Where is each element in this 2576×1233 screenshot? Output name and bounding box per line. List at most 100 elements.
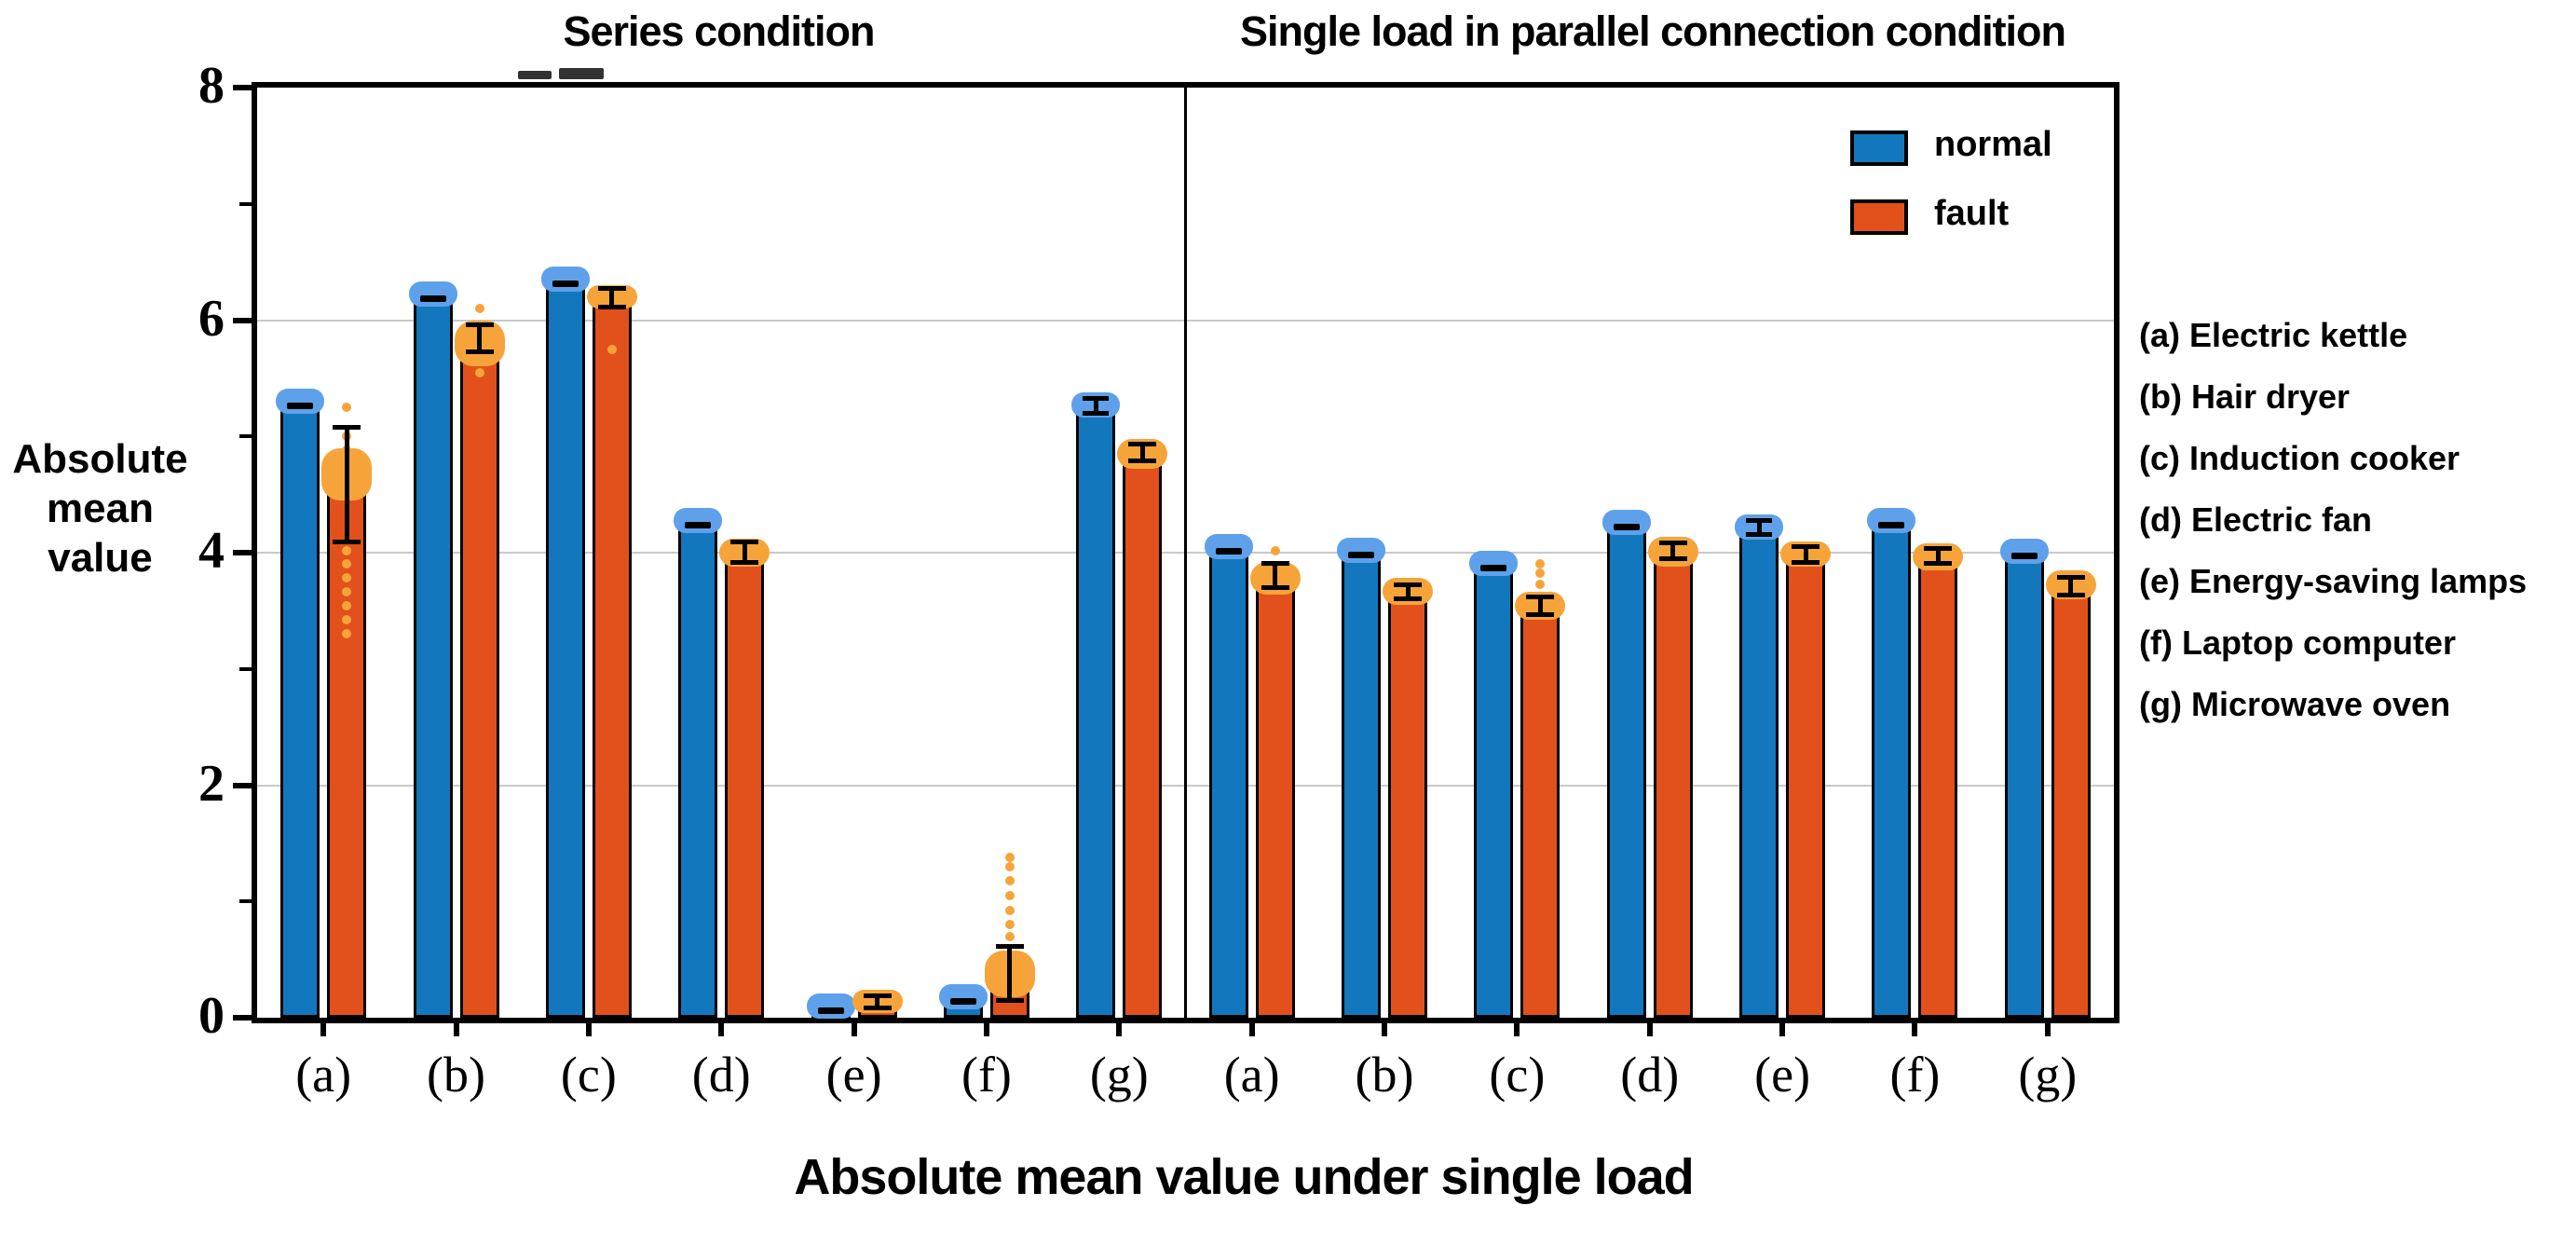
errorbar-cap [730, 559, 759, 565]
errorbar-normal-0-(d) [685, 522, 712, 529]
errorbar-fault-1-(e) [1803, 545, 1808, 562]
bar-normal-1-(g) [2004, 551, 2044, 1018]
x-tick-0-4 [851, 1018, 857, 1036]
errorbar-cap [863, 1005, 892, 1010]
y-minor-tick-1 [239, 899, 252, 904]
x-axis-title: Absolute mean value under single load [794, 1149, 1694, 1205]
scatter-cap-normal-0-(a) [276, 388, 325, 414]
errorbar-fault-0-(b) [477, 324, 483, 352]
x-tick-label-1-2: (c) [1489, 1047, 1546, 1103]
scatter-cap-normal-1-(g) [1999, 538, 2049, 564]
y-axis-label-line: value [48, 535, 153, 581]
errorbar-cap [2056, 592, 2085, 597]
y-tick-label-8: 8 [198, 57, 225, 115]
errorbar-cap [333, 539, 361, 544]
bar-fault-0-(b) [459, 337, 499, 1018]
scatter-dot-1-(c) [1535, 579, 1546, 589]
panel-title-series: Series condition [563, 7, 875, 55]
errorbar-fault-1-(c) [1537, 596, 1543, 615]
bar-normal-0-(a) [280, 401, 320, 1018]
y-minor-tick-5 [239, 434, 252, 439]
errorbar-normal-0-(g) [1093, 398, 1098, 414]
scatter-dot-0-(a) [342, 615, 352, 625]
scatter-dot-0-(f) [1004, 875, 1015, 885]
scatter-dot-0-(a) [342, 403, 352, 413]
errorbar-cap [1083, 396, 1110, 402]
device-legend-item: (c) Induction cooker [2139, 439, 2460, 477]
scatter-dot-0-(a) [342, 545, 352, 555]
device-legend: (a) Electric kettle (b) Hair dryer (c) I… [2139, 311, 2576, 742]
scatter-dot-0-(a) [342, 587, 352, 597]
errorbar-fault-0-(e) [875, 995, 880, 1007]
device-legend-item: (d) Electric fan [2139, 500, 2373, 539]
y-tick-8 [233, 85, 252, 90]
errorbar-cap [1261, 585, 1289, 591]
errorbar-cap [1746, 518, 1773, 524]
errorbar-cap [1924, 561, 1953, 567]
scatter-dot-0-(a) [342, 559, 352, 569]
legend-label-fault: fault [1934, 194, 2010, 233]
y-tick-label-4: 4 [198, 522, 225, 580]
scatter-dot-0-(a) [342, 629, 352, 639]
errorbar-normal-0-(c) [552, 280, 579, 287]
device-legend-item: (g) Microwave oven [2139, 685, 2451, 723]
device-legend-item: (b) Hair dryer [2139, 377, 2351, 416]
legend-row-fault: fault [1850, 183, 2353, 252]
errorbar-normal-1-(g) [2010, 552, 2038, 559]
bar-normal-1-(a) [1208, 546, 1248, 1018]
x-tick-label-1-3: (d) [1620, 1047, 1680, 1103]
legend-label-normal: normal [1934, 125, 2052, 164]
errorbar-normal-0-(f) [949, 997, 976, 1005]
errorbar-fault-0-(d) [742, 541, 747, 562]
x-tick-label-0-1: (b) [427, 1047, 486, 1103]
x-tick-label-0-5: (f) [961, 1047, 1012, 1103]
legend-swatch-normal [1850, 130, 1908, 166]
device-legend-item: (e) Energy-saving lamps [2139, 562, 2528, 600]
errorbar-cap [597, 285, 626, 291]
scatter-dot-0-(f) [1004, 861, 1015, 871]
errorbar-normal-1-(e) [1756, 520, 1762, 535]
legend: normal fault [1850, 114, 2353, 252]
legend-row-normal: normal [1850, 114, 2353, 183]
errorbar-fault-0-(f) [1007, 945, 1013, 1001]
errorbar-fault-0-(a) [344, 427, 349, 541]
scatter-cap-normal-0-(d) [674, 508, 723, 534]
device-legend-item: (a) Electric kettle [2139, 316, 2408, 354]
errorbar-cap [1924, 546, 1953, 551]
errorbar-cap [995, 998, 1024, 1004]
bar-normal-0-(g) [1076, 404, 1116, 1018]
x-tick-1-2 [1514, 1018, 1520, 1036]
errorbar-cap [465, 322, 494, 328]
scatter-dot-0-(f) [1004, 852, 1015, 862]
y-tick-0 [233, 1015, 252, 1021]
bar-fault-1-(f) [1918, 555, 1958, 1018]
bar-fault-0-(c) [592, 296, 632, 1018]
scatter-cap-normal-0-(e) [806, 993, 855, 1019]
errorbar-cap [465, 349, 494, 355]
errorbar-normal-0-(a) [287, 402, 314, 409]
x-tick-1-3 [1646, 1018, 1653, 1036]
scatter-dot-1-(c) [1535, 559, 1546, 569]
y-tick-label-6: 6 [198, 289, 225, 348]
errorbar-cap [1526, 612, 1555, 618]
bar-fault-1-(a) [1255, 575, 1295, 1018]
scatter-dot-0-(f) [1004, 920, 1015, 930]
errorbar-cap [730, 539, 759, 544]
x-tick-label-1-1: (b) [1355, 1047, 1414, 1103]
y-tick-6 [233, 317, 252, 323]
x-tick-1-6 [2044, 1018, 2051, 1036]
x-tick-0-3 [718, 1018, 725, 1036]
scatter-dot-0-(b) [474, 304, 484, 314]
bar-fault-1-(g) [2051, 584, 2091, 1018]
errorbar-fault-1-(a) [1273, 563, 1278, 588]
errorbar-fault-0-(c) [609, 287, 615, 307]
errorbar-cap [1394, 582, 1423, 587]
clipped-text-artifact [559, 68, 604, 79]
x-tick-label-1-0: (a) [1223, 1047, 1280, 1103]
bar-normal-1-(b) [1342, 550, 1382, 1018]
bar-fault-0-(a) [327, 483, 367, 1018]
y-axis-label-line: Absolute [12, 436, 188, 482]
y-tick-2 [233, 782, 252, 788]
y-axis-label-line: mean [47, 486, 154, 531]
